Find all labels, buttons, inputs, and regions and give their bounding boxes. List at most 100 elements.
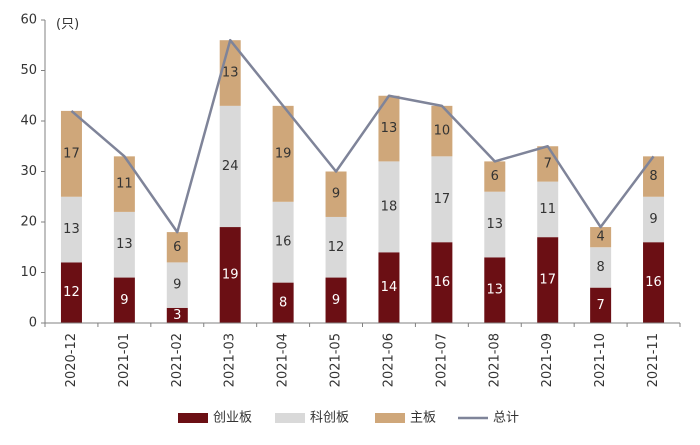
bar-data-label: 9 (173, 278, 181, 293)
bar-segment (272, 105, 294, 202)
bar-data-label: 8 (596, 260, 604, 275)
bar-segment (219, 227, 241, 323)
bar-segment (484, 257, 506, 323)
bar-data-label: 9 (120, 293, 128, 308)
bar-segment (60, 110, 82, 197)
bar-segment (431, 242, 453, 323)
bar-data-label: 17 (434, 192, 451, 207)
bar-segment (166, 232, 188, 263)
bar-segment (431, 156, 453, 243)
bars: 12 13 17 9 13 11 3 9 6 19 24 13 8 16 19 9 12 9 14 18 13 16 17 1… (60, 40, 665, 323)
bar-data-label: 11 (539, 202, 556, 217)
bar-segment (484, 191, 506, 258)
y-axis-unit-label: (只) (56, 17, 79, 32)
x-tick-label: 2020-12 (64, 333, 79, 387)
bar-data-label: 7 (544, 156, 552, 171)
x-tick-label: 2021-05 (329, 333, 344, 387)
bar-segment (113, 277, 135, 323)
bar-data-label: 6 (173, 240, 181, 255)
bar-data-label: 9 (332, 187, 340, 202)
bar-data-label: 16 (645, 275, 662, 290)
bar-data-label: 13 (116, 237, 133, 252)
bar-data-label: 16 (275, 235, 292, 250)
bar-segment (484, 161, 506, 192)
y-tick-label: 60 (20, 13, 37, 28)
x-tick-label: 2021-02 (170, 333, 185, 387)
bar-data-label: 17 (539, 273, 556, 288)
x-tick-label: 2021-01 (117, 333, 132, 387)
total-series-line (70, 38, 655, 234)
bar-data-label: 9 (332, 293, 340, 308)
bar-data-label: 14 (381, 280, 398, 295)
bar-data-label: 9 (649, 212, 657, 227)
bar-data-label: 4 (596, 230, 604, 245)
bar-segment (590, 227, 612, 248)
bar-segment (643, 242, 665, 323)
y-axis-ticks: 0 10 20 30 40 50 60 (20, 13, 45, 331)
bar-data-label: 10 (434, 124, 451, 139)
bar-data-label: 12 (328, 240, 345, 255)
bar-data-label: 13 (222, 66, 239, 81)
bar-data-label: 11 (116, 177, 133, 192)
x-tick-label: 2021-11 (646, 333, 661, 387)
bar-data-label: 13 (487, 283, 504, 298)
bar-segment (113, 156, 135, 212)
bar-data-label: 18 (381, 199, 398, 214)
x-axis-ticks: 2020-12 2021-01 2021-02 2021-03 2021-04 2021-… (64, 333, 661, 387)
bar-data-label: 13 (63, 222, 80, 237)
y-tick-label: 40 (20, 114, 37, 129)
legend-label: 总计 (493, 411, 519, 426)
bar-segment (325, 216, 347, 278)
bar-segment (272, 201, 294, 283)
legend: 创业板 科创板 主板 总计 (178, 411, 519, 426)
bar-data-label: 7 (596, 298, 604, 313)
legend-label: 主板 (410, 411, 436, 426)
x-tick-label: 2021-04 (276, 333, 291, 387)
bar-data-label: 16 (434, 275, 451, 290)
bar-data-label: 17 (63, 146, 80, 161)
bar-segment (325, 171, 347, 217)
axes (44, 20, 681, 327)
bar-data-label: 19 (222, 268, 239, 283)
y-tick-label: 20 (20, 215, 37, 230)
y-tick-label: 10 (20, 265, 37, 280)
bar-segment (537, 237, 559, 323)
bar-data-label: 8 (279, 295, 287, 310)
legend-swatch (275, 413, 305, 423)
legend-swatch (178, 413, 208, 423)
bar-segment (60, 262, 82, 323)
bar-data-label: 6 (491, 169, 499, 184)
y-tick-label: 50 (20, 63, 37, 78)
bar-segment (113, 211, 135, 278)
bar-segment (643, 156, 665, 197)
legend-label: 创业板 (213, 411, 252, 426)
bar-segment (60, 196, 82, 263)
bar-data-label: 24 (222, 159, 239, 174)
x-tick-label: 2021-03 (223, 333, 238, 387)
y-tick-label: 0 (29, 316, 37, 331)
bar-segment (590, 247, 612, 288)
bar-data-label: 8 (649, 169, 657, 184)
total-line (70, 38, 655, 234)
bar-segment (219, 105, 241, 228)
bar-data-label: 3 (173, 308, 181, 323)
bar-data-label: 13 (487, 217, 504, 232)
bar-data-label: 13 (381, 121, 398, 136)
bar-segment (378, 252, 400, 323)
x-tick-label: 2021-09 (540, 333, 555, 387)
x-tick-label: 2021-07 (434, 333, 449, 387)
bar-segment (272, 282, 294, 323)
bar-segment (537, 181, 559, 238)
bar-segment (378, 95, 400, 162)
bar-segment (166, 262, 188, 308)
bar-segment (643, 196, 665, 243)
bar-segment (166, 307, 188, 323)
bar-segment (431, 105, 453, 157)
bar-data-label: 12 (63, 285, 80, 300)
legend-swatch (375, 413, 405, 423)
bar-segment (590, 287, 612, 323)
bar-segment (378, 161, 400, 253)
bar-data-label: 19 (275, 146, 292, 161)
legend-label: 科创板 (310, 411, 349, 426)
